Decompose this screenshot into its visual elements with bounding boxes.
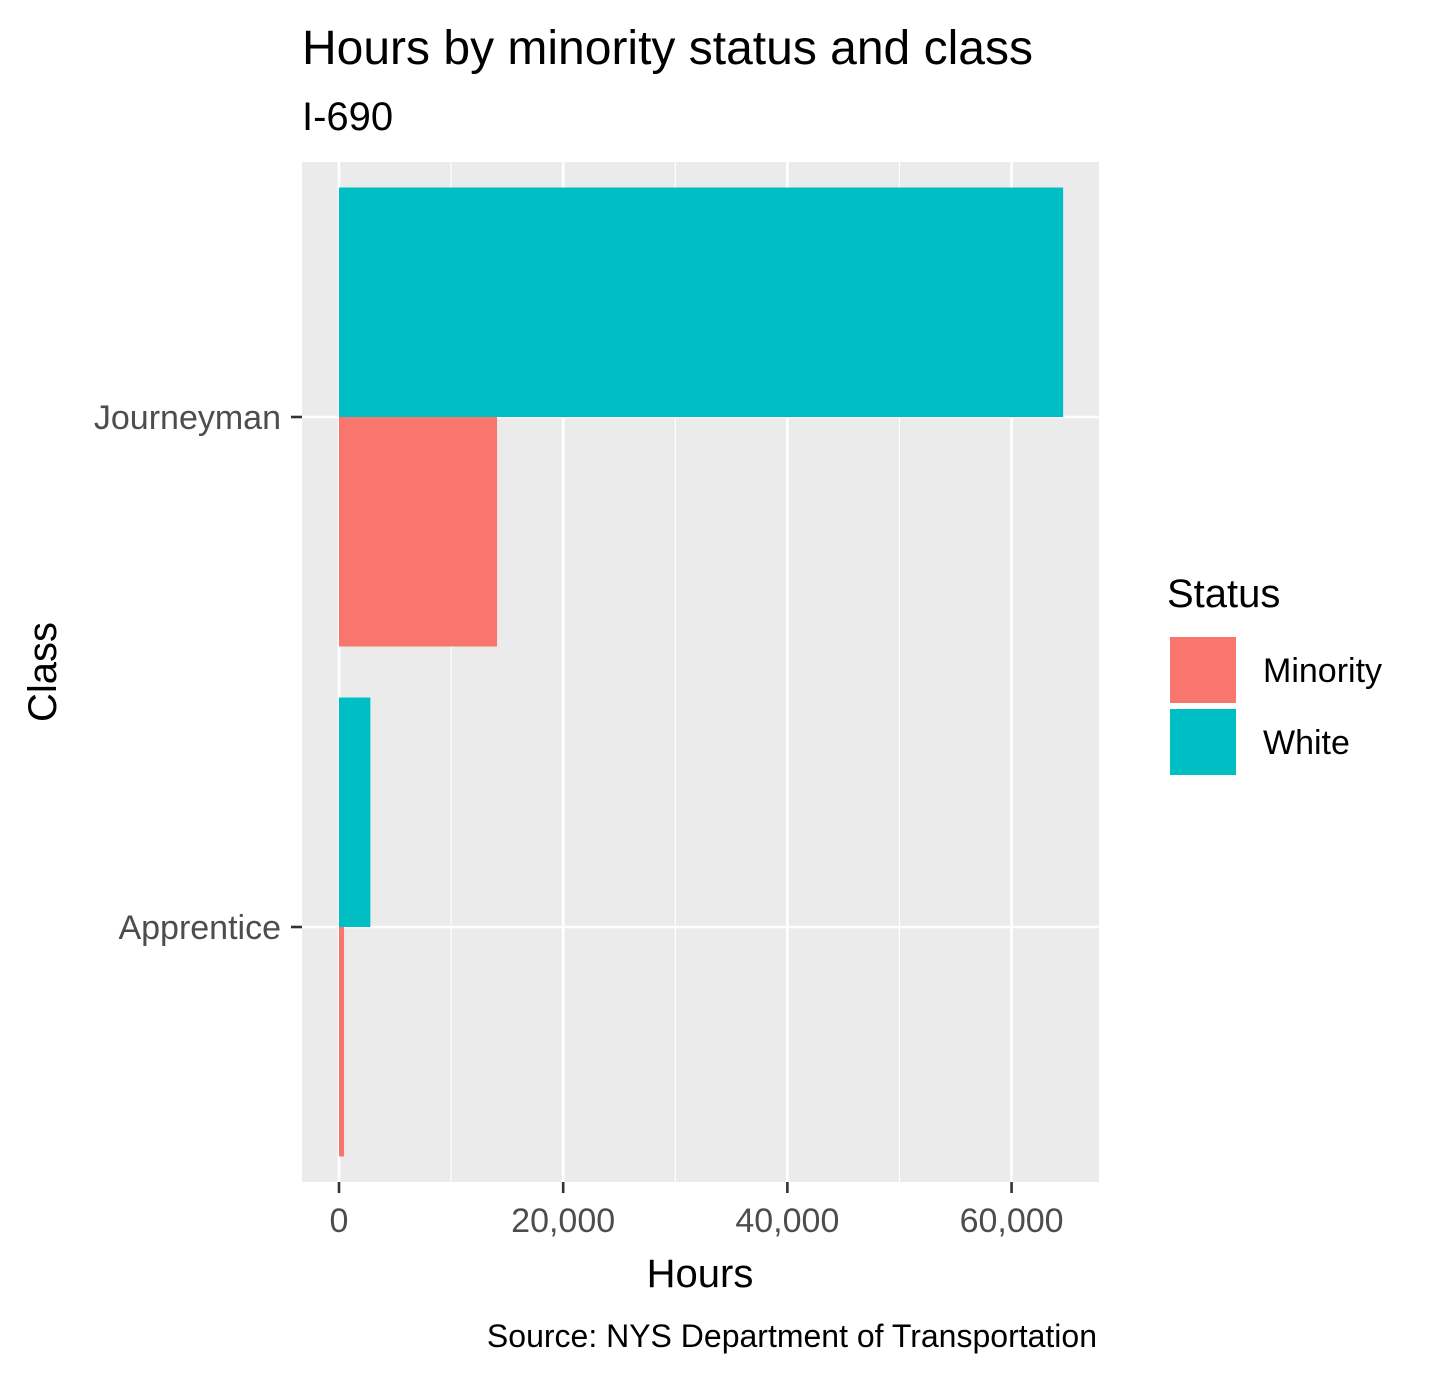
legend-swatch-minority bbox=[1170, 637, 1236, 703]
legend-title: Status bbox=[1167, 572, 1280, 616]
x-axis: 0 20,000 40,000 60,000 bbox=[330, 1182, 1064, 1240]
bar-white-apprentice bbox=[338, 697, 371, 927]
x-tick-label: 60,000 bbox=[960, 1202, 1064, 1240]
x-axis-title: Hours bbox=[647, 1252, 754, 1296]
bars bbox=[338, 187, 1064, 1157]
chart-title: Hours by minority status and class bbox=[302, 22, 1033, 75]
chart-subtitle: I-690 bbox=[302, 95, 393, 139]
legend: Status Minority White bbox=[1167, 572, 1382, 775]
legend-label-minority: Minority bbox=[1263, 652, 1382, 690]
y-tick-label: Apprentice bbox=[118, 909, 281, 947]
bar-minority-apprentice bbox=[338, 927, 345, 1157]
legend-label-white: White bbox=[1263, 724, 1350, 762]
bar-minority-journeyman bbox=[338, 417, 498, 647]
x-tick-label: 0 bbox=[330, 1202, 349, 1240]
x-tick-label: 40,000 bbox=[735, 1202, 839, 1240]
y-axis-title: Class bbox=[21, 622, 65, 722]
legend-swatch-white bbox=[1170, 709, 1236, 775]
bar-white-journeyman bbox=[338, 187, 1064, 417]
x-tick-label: 20,000 bbox=[511, 1202, 615, 1240]
y-axis: Apprentice Journeyman bbox=[94, 399, 302, 947]
chart-caption: Source: NYS Department of Transportation bbox=[487, 1318, 1097, 1354]
y-tick-label: Journeyman bbox=[94, 399, 281, 437]
